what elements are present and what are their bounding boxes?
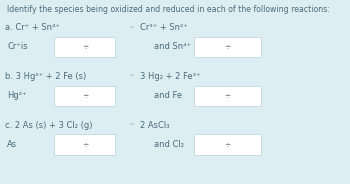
Text: ÷: ÷: [82, 43, 88, 51]
Text: and Sn⁴⁺: and Sn⁴⁺: [154, 43, 191, 51]
FancyBboxPatch shape: [54, 86, 116, 106]
FancyBboxPatch shape: [194, 37, 261, 57]
Text: b. 3 Hg²⁺ + 2 Fe (s): b. 3 Hg²⁺ + 2 Fe (s): [5, 72, 86, 81]
Text: ⇒: ⇒: [129, 24, 134, 29]
Text: 3 Hg₂ + 2 Fe³⁺: 3 Hg₂ + 2 Fe³⁺: [140, 72, 201, 81]
Text: and Cl₂: and Cl₂: [154, 140, 184, 149]
Text: ⇒: ⇒: [129, 73, 134, 78]
Text: ÷: ÷: [82, 140, 88, 149]
Text: ÷: ÷: [82, 91, 88, 100]
FancyBboxPatch shape: [194, 86, 261, 106]
Text: ÷: ÷: [224, 91, 231, 100]
Text: Hg²⁺: Hg²⁺: [7, 91, 27, 100]
Text: Cr⁺is: Cr⁺is: [7, 43, 28, 51]
Text: and Fe: and Fe: [154, 91, 182, 100]
Text: Cr³⁺ + Sn²⁺: Cr³⁺ + Sn²⁺: [140, 23, 188, 32]
FancyBboxPatch shape: [54, 37, 116, 57]
Text: c. 2 As (s) + 3 Cl₂ (g): c. 2 As (s) + 3 Cl₂ (g): [5, 121, 93, 130]
FancyBboxPatch shape: [194, 134, 261, 155]
FancyBboxPatch shape: [54, 134, 116, 155]
Text: 2 AsCl₃: 2 AsCl₃: [140, 121, 169, 130]
Text: ÷: ÷: [224, 43, 231, 51]
Text: As: As: [7, 140, 17, 149]
Text: ⇒: ⇒: [129, 122, 134, 127]
Text: a. Cr⁺ + Sn⁴⁺: a. Cr⁺ + Sn⁴⁺: [5, 23, 60, 32]
Text: ÷: ÷: [224, 140, 231, 149]
Text: Identify the species being oxidized and reduced in each of the following reactio: Identify the species being oxidized and …: [7, 5, 330, 14]
